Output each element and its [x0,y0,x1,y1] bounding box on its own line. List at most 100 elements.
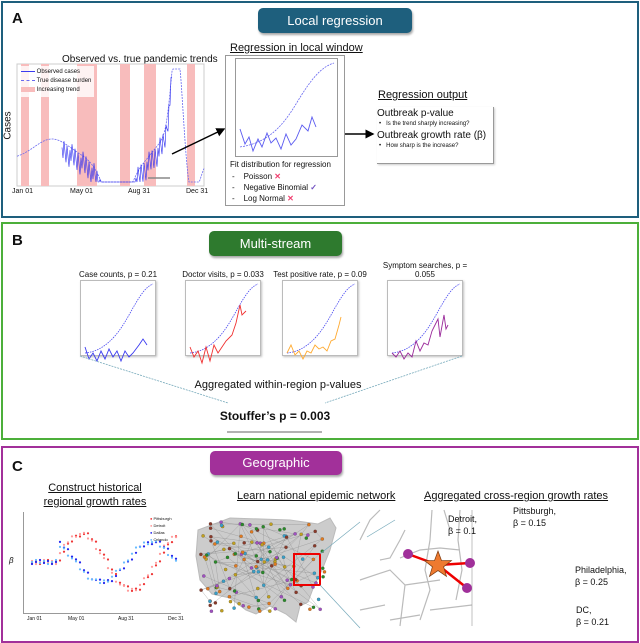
network-edge [215,561,276,565]
city-node [213,560,218,564]
growth-rate-point [42,559,46,563]
chart-legend: Observed cases True disease burden Incre… [18,66,95,97]
city-node [262,560,267,564]
network-nodes [199,520,327,613]
true-trend-line [84,283,154,354]
growth-rate-point [70,555,74,558]
observed-stream-line [189,304,247,365]
output-bullet: • Is the trend sharply increasing? [379,121,470,127]
fit-list: - Poisson ✕ - Negative Binomial ✓ - Log … [232,171,317,204]
city-node [218,589,222,594]
growth-rate-point [86,532,90,535]
network-edge [258,566,294,601]
growth-rate-point [146,574,150,577]
city-node [234,564,238,568]
pittsburgh-star-icon [423,549,453,578]
city-node [228,586,232,591]
growth-rate-point [66,554,70,557]
growth-rate-point [138,588,142,591]
growth-rate-point [158,540,162,543]
city-node [269,522,273,526]
city-node [282,565,287,569]
network-edge [210,528,264,544]
city-node [278,528,282,532]
growth-rate-point [90,578,94,581]
increasing-trend-band [41,64,49,186]
city-node [225,555,230,560]
stream-title-container: Test positive rate, p = 0.09 [273,259,368,279]
growth-rate-point [158,545,162,548]
growth-rate-point [46,559,50,563]
city-node [311,557,316,562]
fit-name: Log Normal [243,194,285,203]
city-node [199,588,203,592]
growth-rate-point [34,558,38,562]
region-name: Pittsburgh, [513,506,557,516]
growth-rate-point [118,581,122,584]
growth-rate-point [154,540,158,543]
network-edge [251,531,288,589]
fit-name: Poisson [243,172,273,181]
city-node [274,555,279,560]
legend-marker: ● [150,530,153,535]
growth-rate-point [174,536,178,539]
network-edge [208,553,217,588]
growth-rate-point [134,589,138,592]
city-node [256,570,261,574]
growth-rate-point [106,580,110,583]
city-node [266,595,271,599]
growth-rate-point [86,577,90,580]
trend-swatch [21,86,35,92]
growth-rate-point [134,587,138,590]
growth-rate-point [134,546,138,549]
city-node [322,570,327,574]
regional-map [359,509,475,627]
observed-cases-line [61,76,173,183]
city-node [227,594,232,599]
growth-rate-point [78,535,82,538]
growth-rate-point [62,547,66,550]
growth-rate-point [162,551,166,554]
city-node [299,532,303,536]
growth-rate-point [122,561,126,564]
city-node [252,569,256,574]
growth-rate-point [98,581,102,585]
growth-rate-point [94,547,98,551]
network-edge [258,600,270,612]
true-trend-line [286,283,356,354]
city-node [279,594,284,599]
growth-rate-point [138,583,142,586]
growth-rate-point [98,549,102,552]
local-window-box [225,55,345,206]
network-edge [206,555,314,608]
growth-rate-point [114,580,118,583]
stream-title: Test positive rate, p = 0.09 [273,270,367,279]
growth-rate-point [114,572,118,576]
city-node [202,574,206,578]
network-edge [214,543,234,545]
network-edge [235,553,258,562]
network-edge [264,561,294,567]
city-node [233,552,238,556]
city-node [255,559,260,564]
growth-rate-point [66,541,70,544]
city-node [213,542,217,546]
growth-rate-point [70,557,74,560]
growth-rate-point [170,554,174,557]
growth-rate-point [58,552,62,555]
network-edge [227,557,285,601]
city-node [208,526,213,530]
city-node [313,529,317,534]
growth-rate-point [62,550,66,553]
network-edge [210,523,309,525]
growth-rate-point [94,578,98,581]
growth-rate-point [126,585,130,588]
increasing-trend-band [120,64,130,186]
geographic-header: Geographic aggregation [210,451,342,494]
xtick: Dec 31 [186,188,209,195]
network-edge [215,561,236,567]
city-node [311,605,316,610]
growth-rate-point [74,560,78,563]
growth-rate-point [86,571,90,574]
stream-title: Symptom searches, p = 0.055 [382,261,468,279]
